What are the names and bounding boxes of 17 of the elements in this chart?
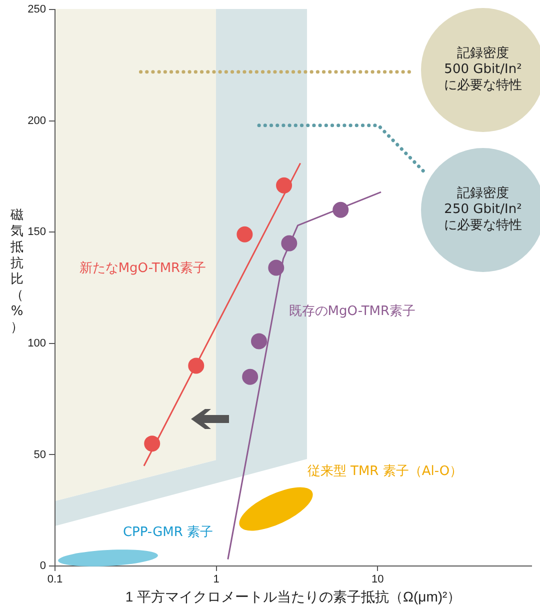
annotation: 記録密度 500 Gbit/In² に必要な特性: [444, 46, 522, 94]
x-tick-label: 1: [213, 574, 220, 586]
annotation: CPP-GMR 素子: [122, 525, 214, 541]
y-tick-label: 200: [28, 114, 46, 127]
y-tick-label: 250: [28, 4, 46, 16]
text: 既存のMgO-TMR素子: [288, 304, 416, 320]
x-tick-label: 0.1: [47, 574, 63, 586]
y-tick-label: 100: [28, 337, 46, 350]
y-tick-label: 50: [34, 448, 46, 461]
annotation: 記録密度 250 Gbit/In² に必要な特性: [444, 186, 522, 234]
y-tick-label: 150: [28, 226, 46, 238]
text: 新たなMgO-TMR素子: [79, 260, 206, 276]
x-axis-title: 1 平方マイクロメートル当たりの素子抵抗（Ω(μm)²）: [125, 588, 462, 604]
annotation: 従来型 TMR 素子（Al-O）: [307, 464, 463, 480]
y-tick-label: 0: [40, 560, 46, 572]
x-tick-label: 10: [371, 574, 384, 586]
y-axis-title: 磁気抵抗比（%）: [10, 208, 24, 336]
